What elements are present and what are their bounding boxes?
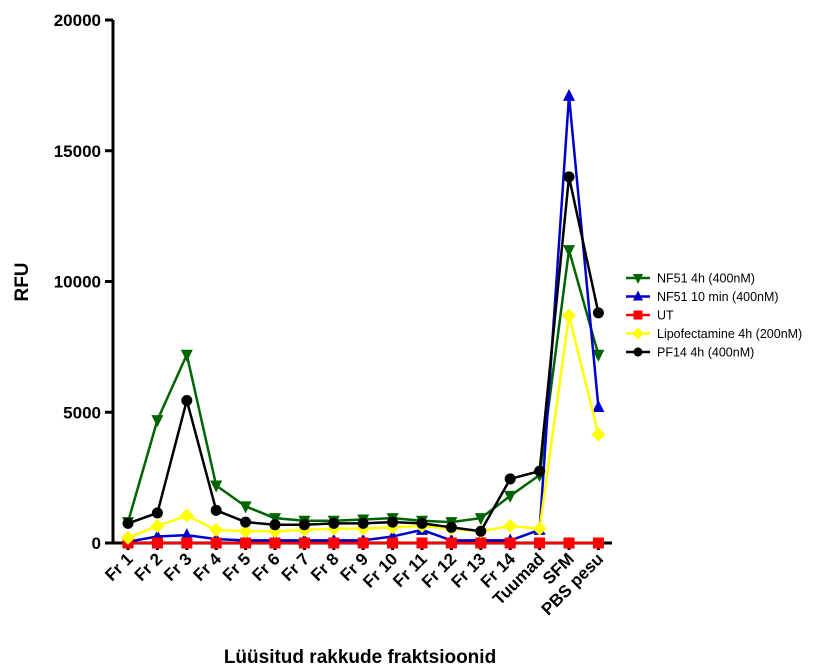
data-point [445, 537, 457, 549]
x-tick-label: Fr 4 [190, 549, 226, 585]
data-point [416, 537, 428, 549]
legend-label: PF14 4h (400nM) [657, 346, 754, 360]
data-point [563, 171, 575, 183]
data-point [239, 501, 252, 514]
series-4 [122, 171, 604, 537]
data-point [240, 516, 252, 528]
y-ticks: 0 5000 10000 15000 20000 [54, 11, 113, 553]
series-line [127, 314, 600, 539]
legend: NF51 4h (400nM) NF51 10 min (400nM) UT Lipo… [626, 272, 802, 360]
data-point [180, 349, 193, 362]
data-point [474, 513, 487, 526]
data-point [240, 537, 252, 549]
y-axis-title: RFU [12, 262, 33, 301]
y-tick-label: 5000 [63, 403, 101, 422]
legend-label: NF51 10 min (400nM) [657, 290, 779, 304]
data-point [445, 521, 457, 533]
data-point [298, 519, 310, 531]
x-tick-label: Fr 1 [101, 549, 136, 584]
legend-swatch-marker [633, 290, 643, 301]
data-point [563, 88, 575, 101]
data-point [592, 537, 604, 549]
y-tick-label: 15000 [54, 142, 101, 161]
y-tick-label: 10000 [54, 273, 101, 292]
data-point [534, 465, 546, 477]
data-point [357, 517, 369, 529]
legend-item: NF51 10 min (400nM) [626, 290, 779, 304]
data-point [504, 490, 517, 503]
data-point [504, 537, 516, 549]
y-tick-label: 0 [92, 534, 101, 553]
series-line [126, 248, 600, 524]
data-point [209, 522, 224, 537]
data-point [180, 528, 193, 541]
data-point [328, 537, 340, 549]
data-point [238, 524, 253, 539]
y-tick-label: 20000 [54, 11, 101, 30]
data-point [387, 516, 399, 528]
data-point [298, 537, 310, 549]
legend-item: Lipofectamine 4h (200nM) [626, 327, 802, 341]
data-point [592, 400, 605, 413]
x-ticks: Fr 1Fr 2Fr 3Fr 4Fr 5Fr 6Fr 7Fr 8Fr 9Fr 1… [101, 543, 607, 619]
data-point [534, 537, 546, 549]
data-point [475, 537, 487, 549]
data-point [592, 349, 605, 362]
data-point [563, 245, 575, 258]
data-point [504, 473, 516, 485]
data-point [210, 504, 222, 516]
data-point [179, 508, 194, 523]
x-tick-label: Fr 6 [248, 549, 283, 584]
data-point [151, 537, 163, 549]
legend-item: UT [626, 309, 674, 323]
legend-label: Lipofectamine 4h (200nM) [657, 327, 802, 341]
data-point [357, 537, 369, 549]
data-point [475, 525, 487, 537]
x-axis-title: Lüüsitud rakkude fraktsioonid [224, 647, 496, 668]
data-point [269, 513, 281, 526]
data-point [150, 519, 165, 534]
data-point [387, 537, 399, 549]
data-point [591, 427, 606, 442]
legend-label: NF51 4h (400nM) [657, 272, 755, 286]
data-point [269, 537, 281, 549]
legend-swatch-marker [633, 310, 643, 320]
data-point [121, 530, 135, 545]
x-tick-label: Fr 5 [219, 549, 254, 584]
x-tick-label: Fr 8 [307, 549, 342, 584]
x-tick-label: Fr 7 [278, 549, 313, 584]
series-1 [122, 88, 605, 547]
data-point [181, 537, 193, 549]
x-tick-label: Fr 2 [131, 549, 166, 584]
data-point [503, 519, 518, 534]
data-point [210, 537, 222, 549]
data-point [210, 480, 223, 493]
data-point [269, 519, 281, 531]
series-2 [122, 537, 604, 549]
data-point [416, 517, 428, 529]
data-point [151, 507, 163, 519]
legend-item: NF51 4h (400nM) [626, 272, 755, 286]
data-point [563, 537, 575, 549]
legend-label: UT [657, 309, 674, 323]
data-point [592, 307, 604, 319]
data-point [532, 521, 547, 536]
axes [111, 20, 612, 545]
series-layer [121, 88, 606, 549]
data-point [562, 308, 576, 323]
data-point [122, 517, 134, 529]
data-point [151, 415, 164, 428]
x-tick-label: Fr 3 [160, 549, 195, 584]
data-point [181, 394, 193, 406]
data-point [328, 517, 340, 529]
legend-swatch-marker [633, 347, 643, 357]
legend-swatch-marker [633, 274, 643, 284]
series-line [127, 175, 600, 533]
legend-item: PF14 4h (400nM) [626, 346, 754, 360]
series-0 [122, 245, 605, 530]
legend-swatch-marker [632, 327, 644, 340]
